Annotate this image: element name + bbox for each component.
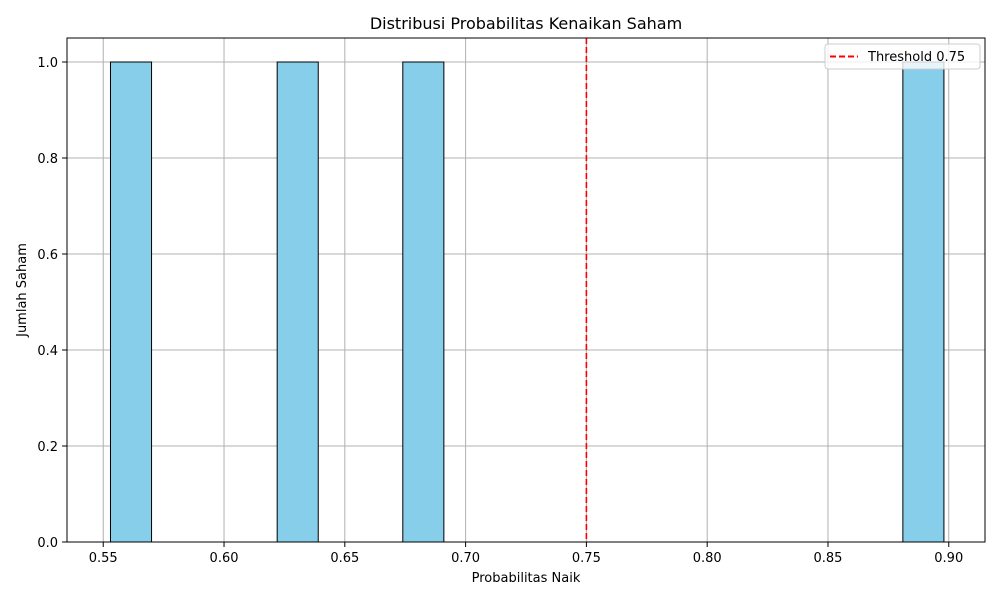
axes-frame	[67, 38, 985, 542]
x-tick-label: 0.70	[451, 551, 480, 566]
legend-threshold-label: Threshold 0.75	[867, 50, 965, 65]
y-tick-label: 0.4	[37, 344, 58, 359]
y-tick-label: 0.2	[37, 440, 58, 455]
y-tick-label: 0.6	[37, 248, 58, 263]
chart-title: Distribusi Probabilitas Kenaikan Saham	[370, 14, 682, 33]
bars	[110, 62, 943, 542]
histogram-bar	[110, 62, 151, 542]
legend: Threshold 0.75	[825, 44, 980, 69]
x-tick-label: 0.75	[572, 551, 601, 566]
y-tick-label: 1.0	[37, 56, 58, 71]
x-tick-label: 0.65	[330, 551, 359, 566]
x-axis-label: Probabilitas Naik	[472, 571, 581, 586]
x-tick-label: 0.90	[934, 551, 963, 566]
histogram-bar	[277, 62, 318, 542]
y-tick-label: 0.8	[37, 152, 58, 167]
histogram-bar	[403, 62, 444, 542]
y-tick-label: 0.0	[37, 536, 58, 551]
y-axis-ticks: 0.0 0.2 0.4 0.6 0.8 1.0	[37, 56, 67, 551]
x-tick-label: 0.85	[813, 551, 842, 566]
x-axis-ticks: 0.55 0.60 0.65 0.70 0.75 0.80 0.85 0.90	[89, 542, 963, 566]
y-axis-label: Jumlah Saham	[15, 243, 30, 338]
x-tick-label: 0.55	[89, 551, 118, 566]
x-tick-label: 0.80	[693, 551, 722, 566]
grid-lines	[67, 38, 985, 542]
x-tick-label: 0.60	[210, 551, 239, 566]
histogram-bar	[903, 62, 944, 542]
